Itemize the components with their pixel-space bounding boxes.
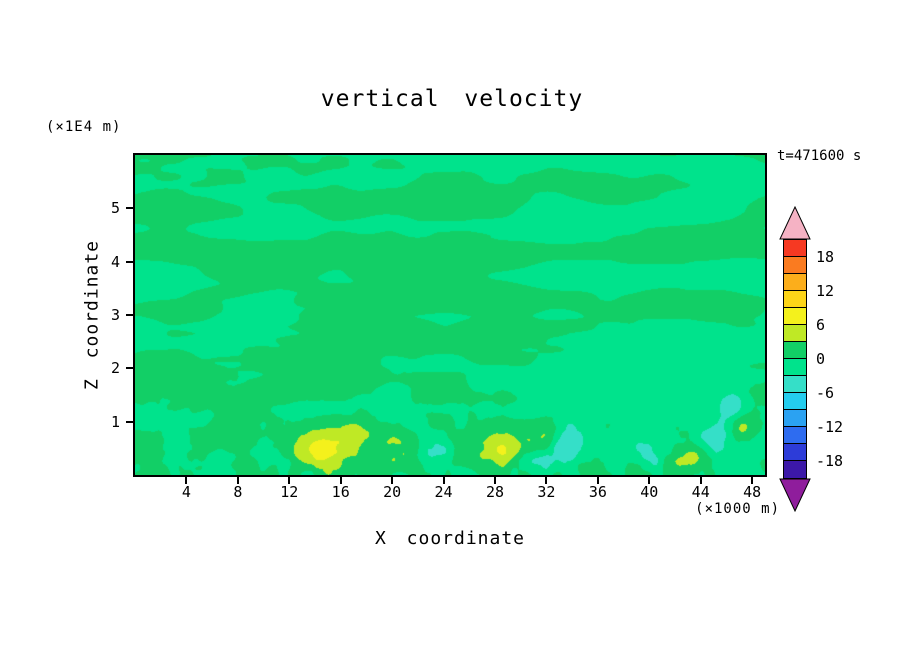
x-axis-title: X coordinate <box>374 528 526 549</box>
y-tick-label: 4 <box>110 252 120 271</box>
x-tick-label: 16 <box>331 483 350 501</box>
y-axis-unit-label: (×1E4 m) <box>46 119 122 135</box>
y-tick-label: 5 <box>110 199 120 218</box>
x-tick-mark <box>699 477 702 484</box>
colorbar-segment <box>784 291 806 308</box>
colorbar-segment <box>784 393 806 410</box>
colorbar-under-arrow-icon <box>779 478 811 512</box>
colorbar <box>783 239 807 479</box>
x-tick-label: 36 <box>588 483 607 501</box>
x-tick-mark <box>391 477 394 484</box>
x-tick-mark <box>288 477 291 484</box>
x-tick-label: 40 <box>640 483 659 501</box>
colorbar-segment <box>784 427 806 444</box>
x-tick-label: 44 <box>691 483 710 501</box>
x-tick-mark <box>494 477 496 484</box>
x-tick-mark <box>751 477 754 484</box>
y-tick-mark <box>126 420 133 423</box>
colorbar-tick-label: 6 <box>816 316 826 334</box>
x-tick-mark <box>236 477 239 484</box>
y-tick-mark <box>126 207 133 210</box>
x-tick-label: 12 <box>280 483 299 501</box>
x-tick-label: 32 <box>537 483 556 501</box>
colorbar-tick-label: 0 <box>816 350 826 368</box>
colorbar-tick-label: -12 <box>816 418 844 436</box>
x-tick-mark <box>648 477 651 484</box>
colorbar-tick-label: -18 <box>816 452 844 470</box>
x-tick-label: 28 <box>485 483 505 501</box>
y-tick-label: 1 <box>110 412 120 431</box>
x-tick-mark <box>339 477 342 484</box>
colorbar-segment <box>784 342 806 359</box>
y-tick-mark <box>126 260 133 263</box>
chart-title: vertical velocity <box>320 86 584 112</box>
x-tick-label: 20 <box>383 483 402 501</box>
timestamp-label: t=471600 s <box>777 148 862 164</box>
colorbar-segment <box>784 325 806 342</box>
colorbar-segment <box>784 461 806 478</box>
colorbar-segment <box>784 376 806 393</box>
x-axis-unit-label: (×1000 m) <box>695 501 780 517</box>
colorbar-segment <box>784 308 806 325</box>
colorbar-segment <box>784 359 806 376</box>
colorbar-segment <box>784 444 806 461</box>
y-tick-label: 3 <box>110 306 120 324</box>
colorbar-segment <box>784 257 806 274</box>
x-tick-label: 24 <box>434 483 453 501</box>
x-tick-mark <box>185 477 188 484</box>
colorbar-tick-label: 12 <box>816 282 835 300</box>
colorbar-over-arrow-icon <box>779 206 811 240</box>
y-tick-mark <box>126 367 133 370</box>
x-tick-label: 4 <box>181 483 191 501</box>
x-tick-label: 48 <box>743 483 762 501</box>
x-tick-mark <box>442 477 445 484</box>
y-tick-mark <box>126 314 133 316</box>
y-tick-label: 2 <box>110 359 120 378</box>
contour-field-canvas <box>135 155 765 475</box>
colorbar-segment <box>784 274 806 291</box>
colorbar-segment <box>784 240 806 257</box>
colorbar-segment <box>784 410 806 427</box>
x-tick-label: 8 <box>233 483 243 501</box>
colorbar-tick-label: 18 <box>816 248 835 266</box>
x-tick-mark <box>545 477 548 484</box>
colorbar-tick-label: -6 <box>816 384 835 402</box>
x-tick-mark <box>596 477 599 484</box>
